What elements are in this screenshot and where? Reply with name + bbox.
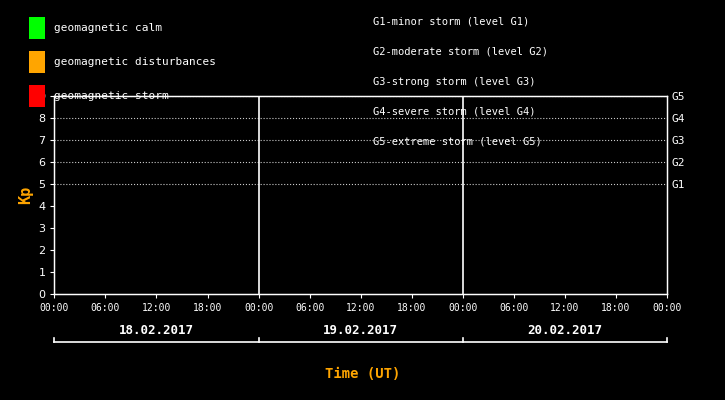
Text: G3-strong storm (level G3): G3-strong storm (level G3) xyxy=(373,77,536,87)
Text: geomagnetic storm: geomagnetic storm xyxy=(54,91,169,101)
Text: Time (UT): Time (UT) xyxy=(325,367,400,381)
Text: G1-minor storm (level G1): G1-minor storm (level G1) xyxy=(373,17,530,27)
Text: G5-extreme storm (level G5): G5-extreme storm (level G5) xyxy=(373,137,542,147)
Text: G4-severe storm (level G4): G4-severe storm (level G4) xyxy=(373,107,536,117)
Text: geomagnetic calm: geomagnetic calm xyxy=(54,23,162,33)
Text: G2-moderate storm (level G2): G2-moderate storm (level G2) xyxy=(373,47,548,57)
Text: geomagnetic disturbances: geomagnetic disturbances xyxy=(54,57,216,67)
Text: 19.02.2017: 19.02.2017 xyxy=(323,324,398,336)
Text: 18.02.2017: 18.02.2017 xyxy=(119,324,194,336)
Text: 20.02.2017: 20.02.2017 xyxy=(527,324,602,336)
Y-axis label: Kp: Kp xyxy=(17,186,33,204)
